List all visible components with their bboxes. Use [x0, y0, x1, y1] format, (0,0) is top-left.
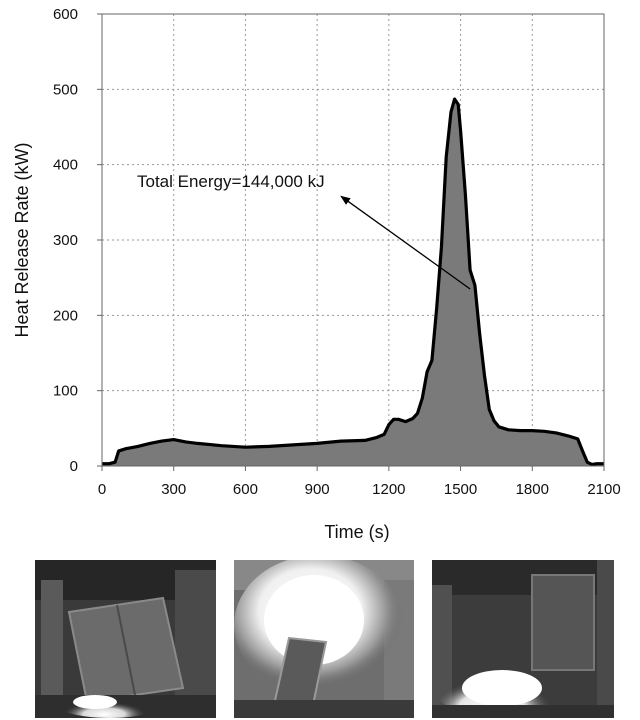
hrr-chart: 0 300 600 900 1200 1500 1800 2100 0 100 200 300 400… — [12, 6, 621, 542]
x-axis-label: Time (s) — [324, 522, 389, 542]
y-tick-label: 200 — [53, 307, 78, 324]
y-axis-label: Heat Release Rate (kW) — [12, 142, 32, 337]
x-tick-label: 300 — [161, 481, 186, 498]
series-area-layer — [102, 97, 604, 467]
cabinet-fire-start-photo — [35, 560, 216, 718]
x-axis: 0 300 600 900 1200 1500 1800 2100 — [98, 466, 621, 498]
cabinet-fire-decay-photo — [432, 560, 614, 718]
y-tick-label: 600 — [53, 6, 78, 23]
x-tick-label: 2100 — [587, 481, 620, 498]
y-tick-label: 400 — [53, 157, 78, 174]
x-tick-label: 1500 — [444, 481, 477, 498]
annotation-arrow — [340, 195, 471, 290]
y-tick-label: 0 — [70, 458, 78, 475]
grid-lines — [102, 14, 604, 466]
x-tick-label: 0 — [98, 481, 106, 498]
x-tick-label: 900 — [305, 481, 330, 498]
x-tick-label: 600 — [233, 481, 258, 498]
annotation-text: Total Energy=144,000 kJ — [137, 172, 325, 191]
y-tick-label: 100 — [53, 383, 78, 400]
series-line — [102, 97, 604, 467]
x-tick-label: 1800 — [516, 481, 549, 498]
annotation-layer: Total Energy=144,000 kJ — [137, 172, 471, 290]
y-tick-label: 300 — [53, 232, 78, 249]
series-area — [102, 99, 604, 466]
y-axis: 0 100 200 300 400 500 600 — [53, 6, 102, 475]
y-tick-label: 500 — [53, 81, 78, 98]
cabinet-fire-peak-photo — [234, 560, 414, 718]
x-tick-label: 1200 — [372, 481, 405, 498]
